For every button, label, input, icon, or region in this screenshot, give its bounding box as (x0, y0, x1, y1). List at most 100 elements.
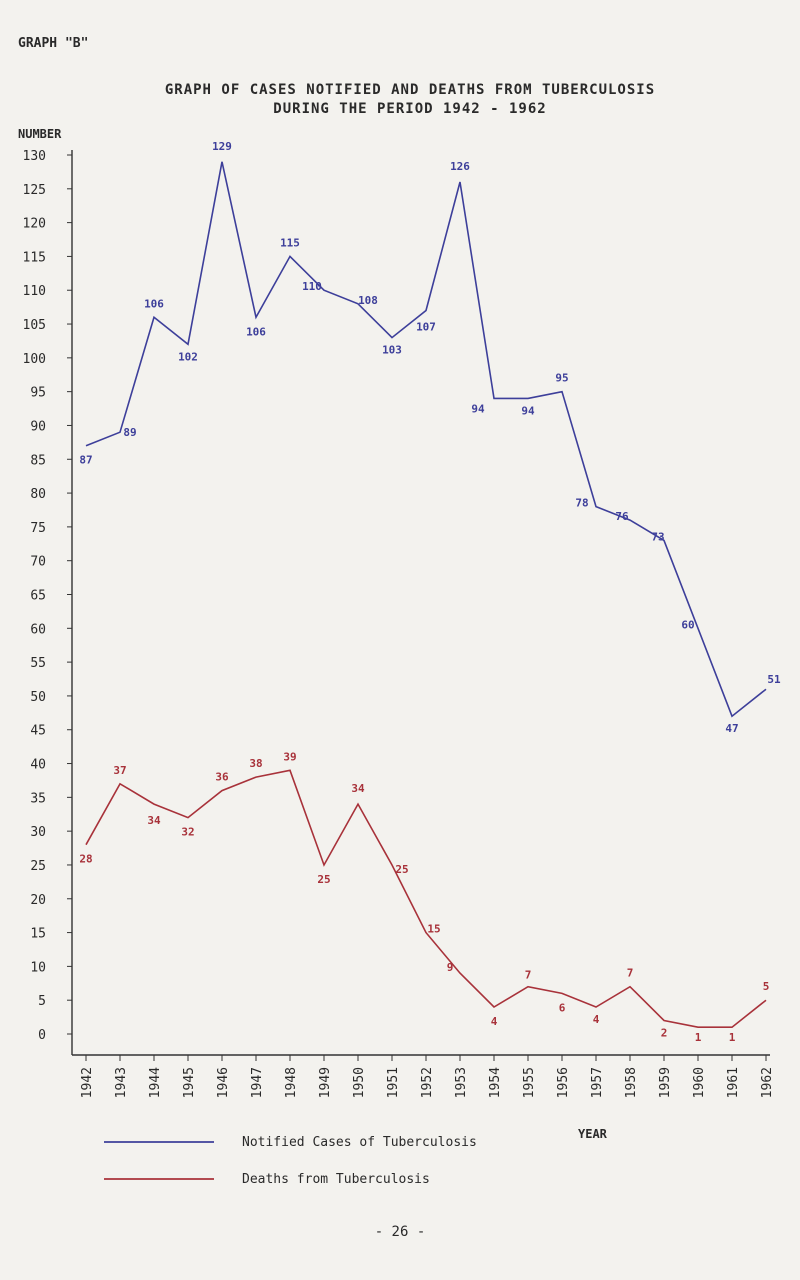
x-tick-label: 1954 (488, 1067, 503, 1098)
y-tick-label: 65 (30, 589, 46, 604)
deaths-data-label: 34 (351, 782, 365, 795)
deaths-data-label: 6 (559, 1001, 566, 1014)
y-tick-label: 0 (38, 1028, 46, 1043)
x-tick-label: 1947 (250, 1067, 265, 1098)
notified-cases-data-label: 129 (212, 140, 232, 153)
deaths-data-label: 5 (763, 980, 770, 993)
y-tick-label: 115 (23, 250, 46, 265)
x-tick-label: 1957 (590, 1067, 605, 1098)
legend-label-deaths: Deaths from Tuberculosis (242, 1172, 430, 1187)
deaths-line (85, 769, 767, 1028)
x-tick-label: 1959 (658, 1067, 673, 1098)
y-tick-label: 100 (23, 352, 46, 367)
axes-group: 0510152025303540455055606570758085909510… (23, 149, 775, 1098)
deaths-data-label: 36 (215, 771, 229, 784)
y-tick-label: 70 (30, 555, 46, 570)
deaths-data-label: 15 (427, 923, 440, 936)
notified-cases-data-label: 110 (302, 280, 322, 293)
x-tick-label: 1952 (420, 1067, 435, 1098)
notified-cases-data-label: 87 (79, 454, 92, 467)
y-tick-label: 90 (30, 419, 46, 434)
notified-cases-data-label: 73 (651, 530, 664, 543)
deaths-data-label: 7 (627, 967, 634, 980)
deaths-data-label: 32 (181, 826, 194, 839)
y-tick-label: 105 (23, 318, 46, 333)
legend: Notified Cases of Tuberculosis Deaths fro… (104, 1135, 477, 1187)
x-tick-label: 1960 (692, 1067, 707, 1098)
deaths-data-label: 25 (395, 863, 408, 876)
x-tick-label: 1955 (522, 1067, 537, 1098)
y-axis-label: NUMBER (18, 127, 62, 141)
y-tick-label: 30 (30, 825, 46, 840)
x-tick-label: 1962 (760, 1067, 775, 1098)
notified-cases-data-label: 76 (615, 510, 629, 523)
deaths-data-label: 39 (283, 750, 296, 763)
deaths-data-label: 4 (491, 1015, 498, 1028)
y-tick-label: 120 (23, 217, 46, 232)
y-tick-label: 60 (30, 622, 46, 637)
y-tick-label: 5 (38, 994, 46, 1009)
y-tick-label: 130 (23, 149, 46, 164)
notified-cases-data-label: 126 (450, 160, 470, 173)
notified-cases-line (85, 161, 767, 718)
deaths-data-label: 7 (525, 969, 532, 982)
chart-subtitle: DURING THE PERIOD 1942 - 1962 (273, 101, 547, 117)
deaths-data-label: 37 (113, 764, 126, 777)
notified-cases-data-label: 94 (521, 404, 535, 417)
x-tick-label: 1958 (624, 1067, 639, 1098)
x-axis-label: YEAR (578, 1127, 608, 1141)
page-number: - 26 - (374, 1224, 426, 1240)
y-tick-label: 45 (30, 724, 46, 739)
x-tick-label: 1949 (318, 1067, 333, 1098)
y-tick-label: 50 (30, 690, 46, 705)
notified-cases-data-label: 51 (767, 673, 781, 686)
x-tick-label: 1956 (556, 1067, 571, 1098)
notified-cases-data-label: 94 (471, 402, 485, 415)
y-tick-label: 55 (30, 656, 46, 671)
x-tick-label: 1943 (114, 1067, 129, 1098)
y-tick-label: 85 (30, 453, 46, 468)
notified-cases-data-label: 89 (123, 426, 136, 439)
y-tick-label: 95 (30, 386, 46, 401)
notified-cases-data-label: 108 (358, 294, 378, 307)
deaths-data-label: 2 (661, 1026, 668, 1039)
notified-cases-data-label: 106 (246, 325, 266, 338)
x-tick-label: 1945 (182, 1067, 197, 1098)
notified-cases-data-label: 107 (416, 321, 436, 334)
deaths-data-label: 28 (79, 853, 92, 866)
deaths-data-label: 38 (249, 757, 262, 770)
x-tick-label: 1946 (216, 1067, 231, 1098)
x-tick-label: 1953 (454, 1067, 469, 1098)
y-tick-label: 15 (30, 927, 46, 942)
notified-cases-data-label: 106 (144, 297, 164, 310)
deaths-data-label: 34 (147, 814, 161, 827)
x-tick-label: 1948 (284, 1067, 299, 1098)
y-tick-label: 75 (30, 521, 46, 536)
x-tick-label: 1944 (148, 1067, 163, 1098)
y-tick-label: 125 (23, 183, 46, 198)
notified-cases-data-label: 95 (555, 372, 568, 385)
y-tick-label: 25 (30, 859, 46, 874)
y-tick-label: 20 (30, 893, 46, 908)
deaths-data-label: 4 (593, 1013, 600, 1026)
legend-label-notified-cases: Notified Cases of Tuberculosis (242, 1135, 477, 1150)
line-chart: NUMBER YEAR 0510152025303540455055606570… (18, 127, 781, 1187)
x-tick-label: 1961 (726, 1067, 741, 1098)
deaths-data-label: 9 (447, 961, 454, 974)
notified-cases-data-label: 47 (725, 722, 738, 735)
y-tick-label: 80 (30, 487, 46, 502)
notified-cases-data-label: 60 (681, 618, 694, 631)
deaths-data-label: 1 (695, 1031, 702, 1044)
y-tick-label: 40 (30, 758, 46, 773)
notified-cases-data-label: 102 (178, 350, 198, 363)
chart-title: GRAPH OF CASES NOTIFIED AND DEATHS FROM … (164, 82, 656, 98)
y-tick-label: 110 (23, 284, 46, 299)
notified-cases-data-label: 78 (575, 497, 588, 510)
x-tick-label: 1950 (352, 1067, 367, 1098)
x-tick-label: 1951 (386, 1067, 401, 1098)
x-tick-label: 1942 (80, 1067, 95, 1098)
graph-identifier: GRAPH "B" (18, 36, 89, 51)
deaths-data-label: 25 (317, 873, 330, 886)
y-tick-label: 10 (30, 960, 46, 975)
